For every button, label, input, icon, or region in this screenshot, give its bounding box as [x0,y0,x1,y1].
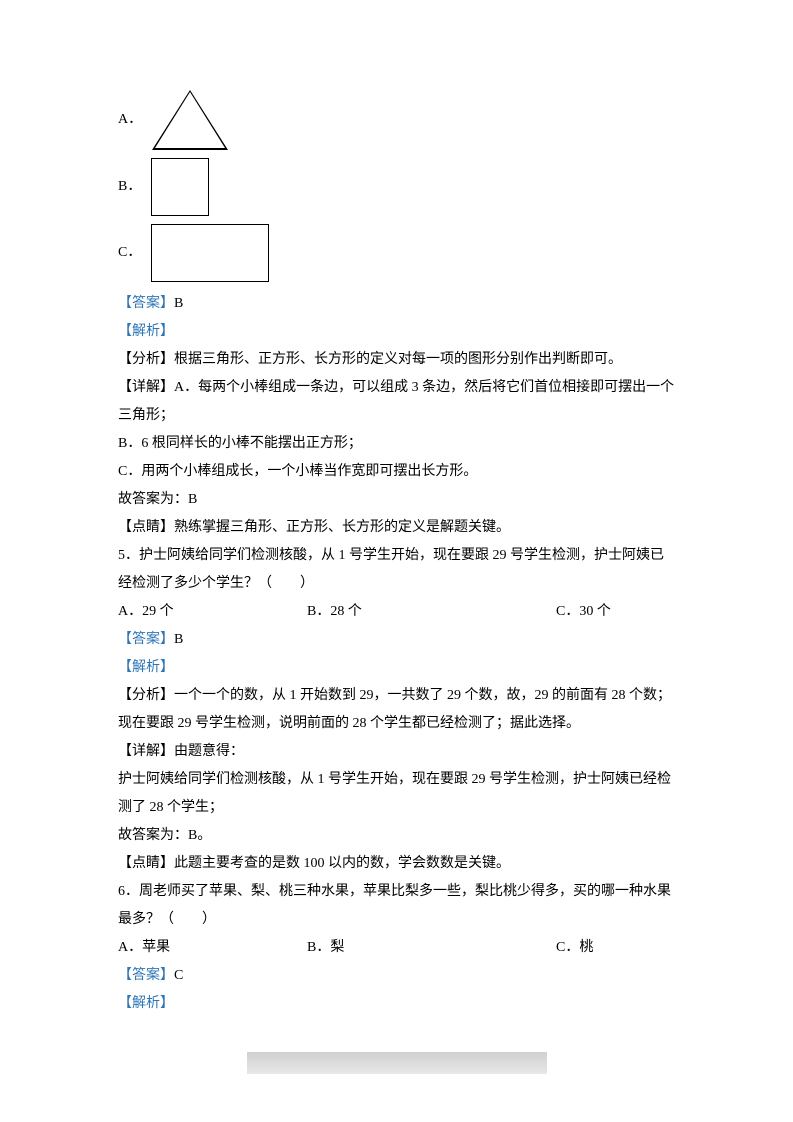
q5-tip: 【点睛】此题主要考查的是数 100 以内的数，学会数数是关键。 [118,850,675,878]
q4-detail-c: C．用两个小棒组成长，一个小棒当作宽即可摆出长方形。 [118,458,675,486]
q5-detail-line: 【详解】由题意得： [118,738,675,766]
q4-answer-value: B [174,296,183,311]
rectangle-shape [151,224,269,282]
q4-detail-b: B．6 根同样长的小棒不能摆出正方形； [118,430,675,458]
q6-option-c: C．桃 [426,934,675,962]
q4-detail-a: 【详解】A．每两个小棒组成一条边，可以组成 3 条边，然后将它们首位相接即可摆出… [118,374,675,430]
q4-option-c-label: C． [118,239,141,267]
q5-analysis-line: 【分析】一个一个的数，从 1 开始数到 29，一共数了 29 个数，故，29 的… [118,682,675,738]
q4-analysis-bracket: 【解析】 [118,318,675,346]
triangle-shape [152,90,228,150]
q5-answer: 【答案】B [118,626,675,654]
q5-question: 5．护士阿姨给同学们检测核酸，从 1 号学生开始，现在要跟 29 号学生检测，护… [118,542,675,598]
q4-tip: 【点睛】熟练掌握三角形、正方形、长方形的定义是解题关键。 [118,514,675,542]
q6-option-b: B．梨 [237,934,426,962]
q4-answer: 【答案】B [118,290,675,318]
q6-question: 6．周老师买了苹果、梨、桃三种水果，苹果比梨多一些，梨比桃少得多，买的哪一种水果… [118,878,675,934]
q5-option-b: B．28 个 [237,598,426,626]
q4-answer-bracket: 【答案】 [118,296,174,311]
q5-option-c: C．30 个 [426,598,675,626]
q6-analysis-bracket: 【解析】 [118,990,675,1018]
q6-answer: 【答案】C [118,962,675,990]
q4-option-b-label: B． [118,173,141,201]
q4-final-answer: 故答案为：B [118,486,675,514]
q5-detail-body: 护士阿姨给同学们检测核酸，从 1 号学生开始，现在要跟 29 号学生检测，护士阿… [118,766,675,822]
q5-option-a: A．29 个 [118,598,237,626]
q5-options: A．29 个 B．28 个 C．30 个 [118,598,675,626]
q6-option-a: A．苹果 [118,934,237,962]
q4-analysis-line: 【分析】根据三角形、正方形、长方形的定义对每一项的图形分别作出判断即可。 [118,346,675,374]
square-shape [151,158,209,216]
q4-option-a-label: A． [118,106,142,134]
q5-analysis-bracket: 【解析】 [118,654,675,682]
footer-bar [247,1052,547,1074]
q5-final-answer: 故答案为：B。 [118,822,675,850]
q6-options: A．苹果 B．梨 C．桃 [118,934,675,962]
